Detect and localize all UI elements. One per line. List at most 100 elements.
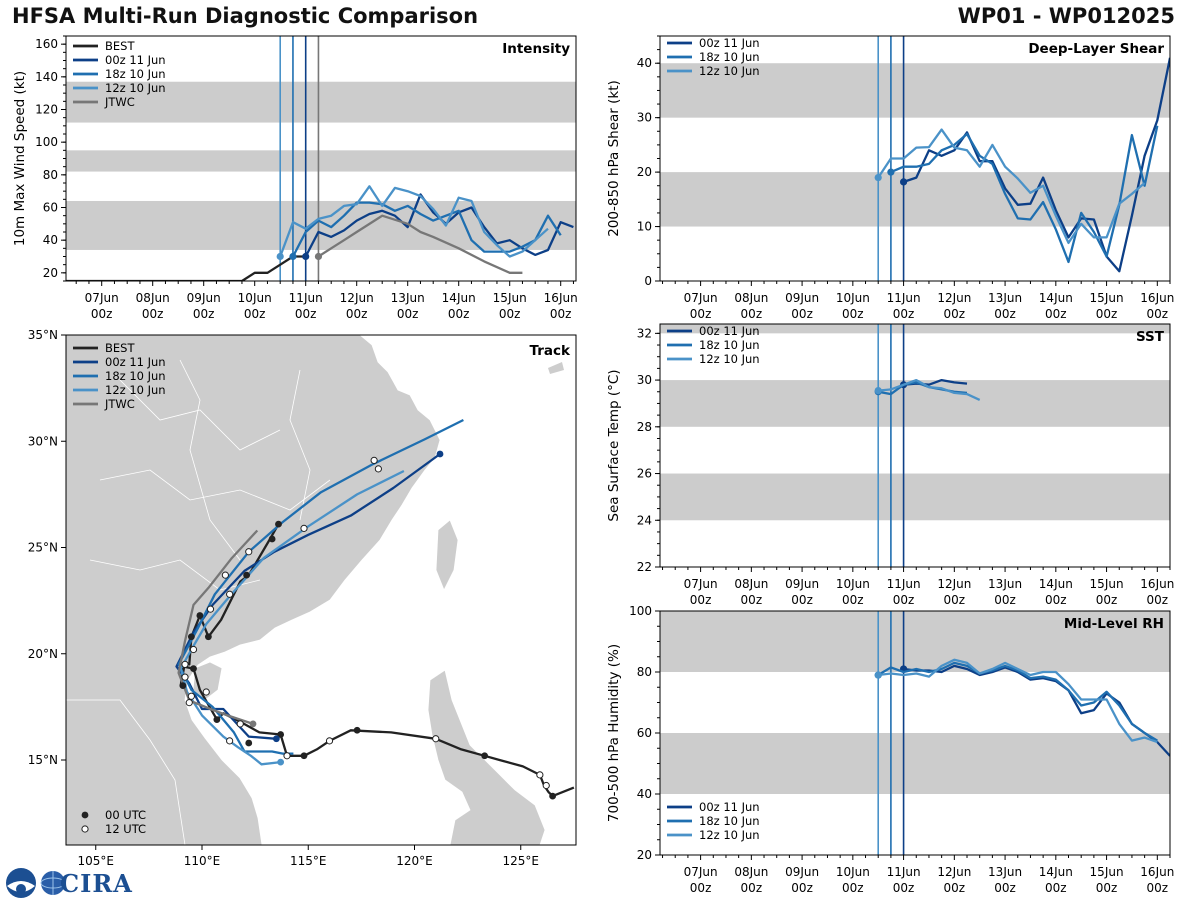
y-tick-label: 20°N xyxy=(28,647,58,661)
x-tick-sublabel: 00z xyxy=(550,307,572,321)
x-tick-label: 11Jun xyxy=(887,865,921,879)
x-tick-label: 105°E xyxy=(78,854,115,868)
legend-label: 00z 11 Jun xyxy=(105,355,166,369)
y-tick-label: 20 xyxy=(637,848,652,862)
series-start-marker xyxy=(874,386,882,395)
track-marker-12utc xyxy=(432,735,440,743)
track-marker-00utc xyxy=(245,739,253,747)
track-marker-00utc xyxy=(213,716,221,724)
track-marker-00utc xyxy=(249,720,257,728)
x-tick-label: 09Jun xyxy=(785,865,819,879)
x-tick-sublabel: 00z xyxy=(893,881,915,895)
x-tick-sublabel: 00z xyxy=(741,307,763,321)
track-marker-00utc xyxy=(549,792,557,800)
series-line xyxy=(279,185,549,258)
y-tick-label: 40 xyxy=(43,233,58,247)
legend-marker-00utc xyxy=(81,811,89,819)
track-marker-12utc xyxy=(185,699,193,707)
y-axis-label: Sea Surface Temp (°C) xyxy=(606,369,622,521)
x-tick-label: 10Jun xyxy=(836,577,870,591)
track-marker-12utc xyxy=(370,456,378,464)
series-start-marker xyxy=(289,252,297,261)
legend-label: 00 UTC xyxy=(105,808,146,822)
x-tick-label: 12Jun xyxy=(340,291,374,305)
x-tick-label: 10Jun xyxy=(836,865,870,879)
x-tick-sublabel: 00z xyxy=(791,593,813,607)
track-marker-12utc xyxy=(300,524,308,532)
chart-title: HFSA Multi-Run Diagnostic Comparison xyxy=(12,4,479,28)
x-tick-label: 14Jun xyxy=(442,291,476,305)
x-tick-label: 12Jun xyxy=(937,865,971,879)
legend-label: 00z 11 Jun xyxy=(699,800,760,814)
legend-label: 18z 10 Jun xyxy=(699,814,760,828)
legend-label: 00z 11 Jun xyxy=(699,324,760,338)
province-border xyxy=(289,369,311,521)
x-tick-sublabel: 00z xyxy=(690,881,712,895)
x-tick-label: 110°E xyxy=(184,854,221,868)
panel-title: Mid-Level RH xyxy=(1064,616,1164,632)
province-border xyxy=(99,469,331,511)
x-tick-label: 11Jun xyxy=(289,291,323,305)
track-marker-12utc xyxy=(181,673,189,681)
map-area xyxy=(66,335,575,845)
x-tick-label: 07Jun xyxy=(85,291,119,305)
x-tick-label: 15Jun xyxy=(493,291,527,305)
legend-label: 12z 10 Jun xyxy=(699,64,760,78)
legend-label: 12z 10 Jun xyxy=(105,383,166,397)
x-tick-sublabel: 00z xyxy=(193,307,215,321)
track-marker-00utc xyxy=(196,612,204,619)
x-tick-sublabel: 00z xyxy=(944,307,966,321)
legend-label: 12z 10 Jun xyxy=(699,352,760,366)
x-tick-label: 08Jun xyxy=(734,291,768,305)
track-marker-00utc xyxy=(277,758,285,766)
x-tick-label: 08Jun xyxy=(734,577,768,591)
x-tick-label: 16Jun xyxy=(544,291,578,305)
x-tick-label: 13Jun xyxy=(988,291,1022,305)
legend-label: JTWC xyxy=(104,397,135,411)
x-tick-sublabel: 00z xyxy=(994,593,1016,607)
x-tick-label: 11Jun xyxy=(887,577,921,591)
x-tick-label: 09Jun xyxy=(785,577,819,591)
y-tick-label: 120 xyxy=(35,103,58,117)
x-tick-sublabel: 00z xyxy=(448,307,470,321)
track-marker-12utc xyxy=(542,781,550,790)
y-tick-label: 40 xyxy=(637,787,652,801)
series-line xyxy=(66,255,306,281)
x-tick-sublabel: 00z xyxy=(893,307,915,321)
x-tick-sublabel: 00z xyxy=(1045,881,1067,895)
x-tick-label: 13Jun xyxy=(988,577,1022,591)
x-tick-label: 07Jun xyxy=(684,291,718,305)
y-tick-label: 40 xyxy=(637,56,652,70)
x-tick-label: 125°E xyxy=(503,854,540,868)
track-marker-12utc xyxy=(374,465,382,473)
x-tick-sublabel: 00z xyxy=(994,881,1016,895)
series-start-marker xyxy=(874,671,882,679)
y-tick-label: 20 xyxy=(43,266,58,280)
track-marker-12utc xyxy=(206,605,215,613)
x-tick-label: 07Jun xyxy=(684,577,718,591)
series-start-marker xyxy=(314,252,323,261)
panel-intensity: 20 40 60 80 100 120 140 160 07Jun 00z 08Jun 00z 09Ju… xyxy=(12,35,578,321)
threshold-band xyxy=(660,63,1170,118)
series-line xyxy=(877,128,1146,245)
philippines-landmass xyxy=(427,669,546,845)
x-tick-sublabel: 00z xyxy=(842,307,864,321)
series-start-marker xyxy=(302,252,310,261)
y-tick-label: 15°N xyxy=(28,753,58,767)
threshold-band xyxy=(66,150,576,172)
series-line xyxy=(890,125,1159,264)
y-tick-label: 32 xyxy=(637,326,652,340)
x-tick-label: 08Jun xyxy=(136,291,170,305)
x-tick-label: 09Jun xyxy=(785,291,819,305)
y-tick-label: 160 xyxy=(35,37,58,51)
y-tick-label: 22 xyxy=(637,560,652,574)
track-marker-12utc xyxy=(189,645,198,654)
logo-text: CIRA xyxy=(60,868,133,898)
series-line xyxy=(903,57,1170,273)
indochina-landmass xyxy=(66,699,186,845)
track-marker-12utc xyxy=(221,571,229,579)
y-tick-label: 30 xyxy=(637,111,652,125)
y-tick-label: 80 xyxy=(637,665,652,679)
x-tick-sublabel: 00z xyxy=(791,881,813,895)
